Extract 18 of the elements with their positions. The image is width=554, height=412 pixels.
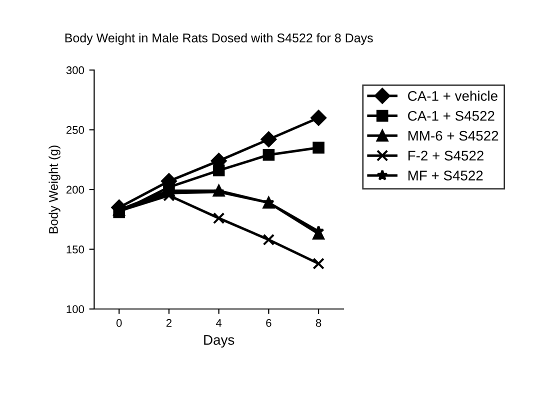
x-tick-label: 0 [116,319,122,327]
legend-label: F-2 + S4522 [408,150,484,161]
x-axis-title: Days [204,335,234,348]
legend-label: MF + S4522 [408,170,483,180]
y-tick-label: 100 [66,305,84,314]
x-tick-label: 4 [216,319,222,327]
y-axis-title: Body Weight (g) [48,146,60,234]
x-tick-label: 8 [316,319,322,327]
legend-label: CA-1 + S4522 [408,110,494,121]
x-tick-label: 2 [166,319,172,327]
x-tick-label: 6 [266,319,272,327]
y-tick-label: 250 [66,126,84,134]
legend-label: MM-6 + S4522 [408,130,498,141]
y-tick-label: 300 [66,66,84,74]
y-tick-label: 200 [66,186,84,194]
y-tick-label: 150 [66,246,84,254]
chart-title: Body Weight in Male Rats Dosed with S4522 for 8 Days [65,33,373,45]
legend-label: CA-1 + vehicle [408,90,498,101]
